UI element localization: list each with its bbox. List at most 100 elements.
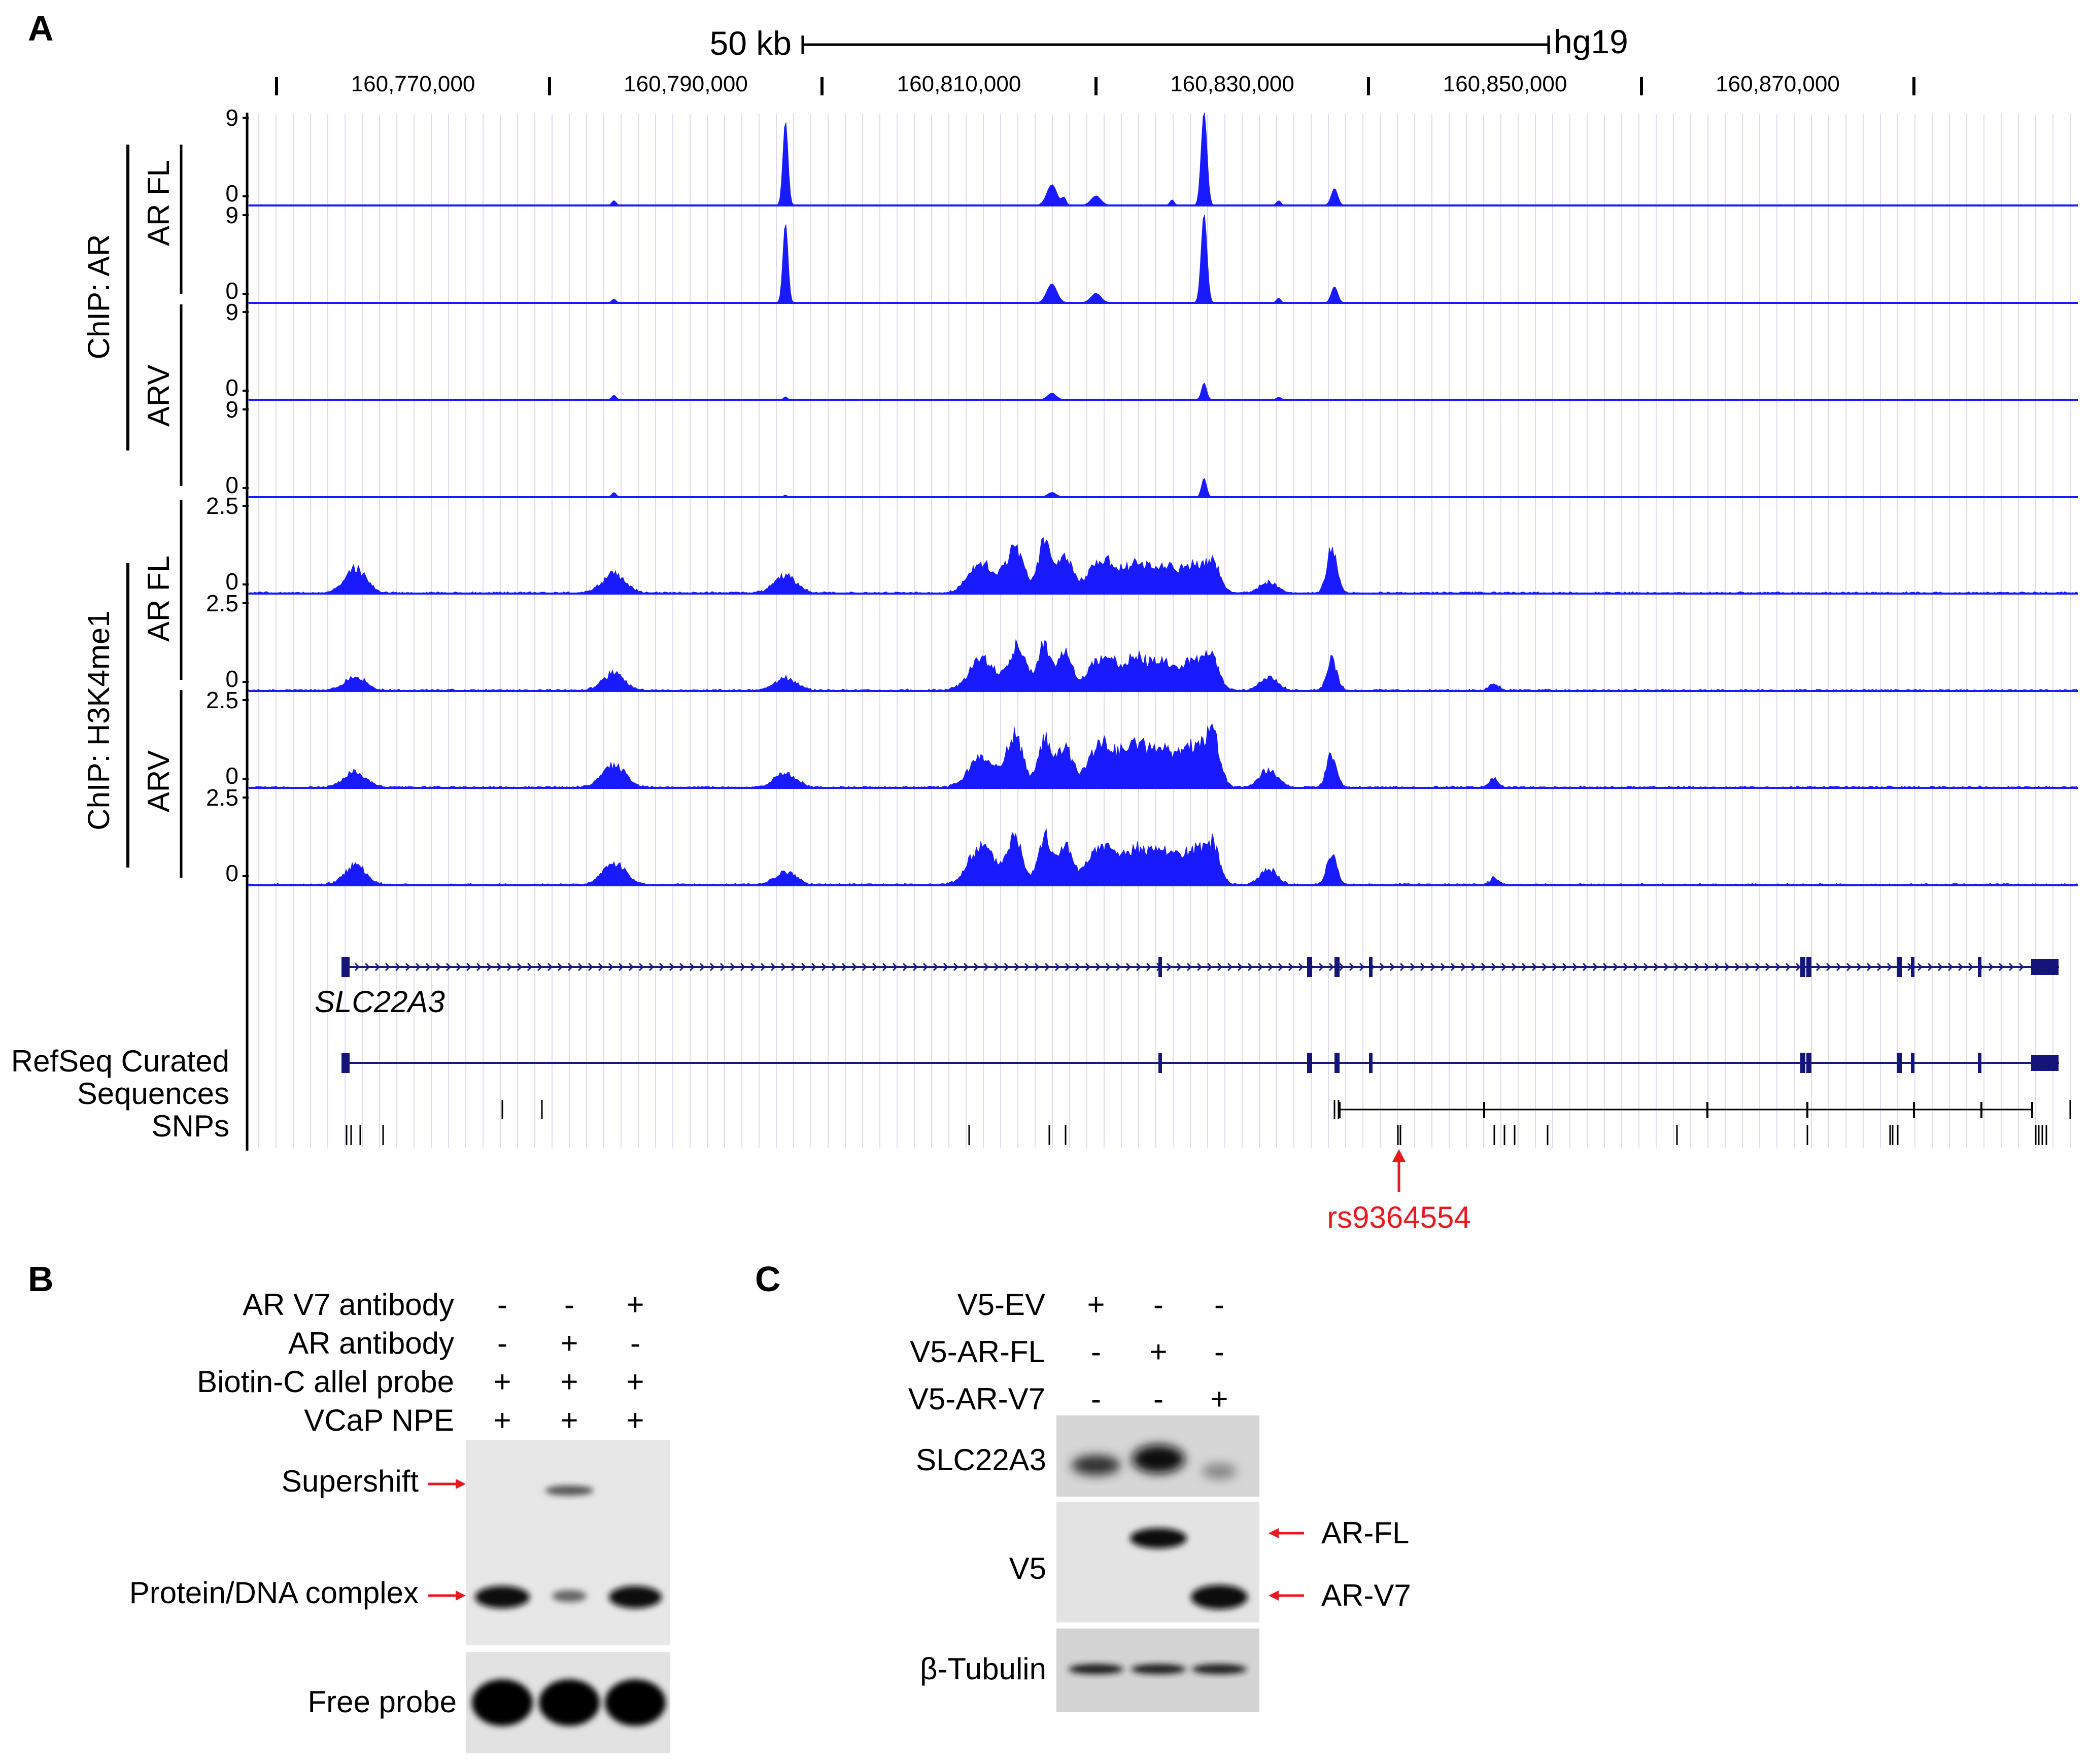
panel-b-label: B bbox=[28, 1259, 54, 1299]
c-sign-0-2: - bbox=[1214, 1288, 1224, 1322]
panel-a-label: A bbox=[28, 9, 54, 48]
y-min-label: 0 bbox=[225, 374, 238, 401]
b-sign-0-0: - bbox=[497, 1288, 507, 1322]
panel-c-label: C bbox=[755, 1259, 781, 1299]
c-sign-1-2: - bbox=[1214, 1335, 1224, 1369]
b-sign-1-1: + bbox=[560, 1326, 578, 1360]
track-group-labels: ChIP: AR AR FL ARV ChIP: H3K4me1 AR FL A… bbox=[82, 145, 183, 878]
snp-highlight-arrow bbox=[1392, 1149, 1406, 1192]
coordinate-ruler: 160,770,000 160,790,000 160,810,000 160,830… bbox=[275, 72, 1915, 96]
v5-ar-v7-band bbox=[1191, 1585, 1248, 1609]
b-sign-0-2: + bbox=[626, 1288, 644, 1322]
signal-track-4 bbox=[248, 478, 2078, 498]
c-sign-1-1: + bbox=[1149, 1335, 1167, 1369]
free-probe-lane1 bbox=[472, 1679, 533, 1726]
b-sign-3-1: + bbox=[560, 1403, 578, 1437]
complex-band-lane3 bbox=[609, 1586, 662, 1608]
ar-fl-label-1: AR FL bbox=[142, 160, 176, 246]
panel-a: A 50 kb hg19 160,770,000 160,790,000 160,8… bbox=[11, 9, 2078, 1234]
arrow-label-ar-fl: AR-FL bbox=[1321, 1516, 1409, 1550]
cond-v5-ev: V5-EV bbox=[957, 1288, 1045, 1322]
coordinate-label: 160,790,000 bbox=[624, 72, 748, 96]
complex-band-lane2 bbox=[552, 1590, 587, 1602]
b-sign-2-1: + bbox=[560, 1365, 578, 1399]
signal-track-8 bbox=[248, 828, 2078, 886]
signal-track-1 bbox=[248, 113, 2078, 206]
coordinate-label: 160,810,000 bbox=[897, 72, 1021, 96]
track-grid bbox=[258, 114, 2071, 1148]
cond-ar-antibody: AR antibody bbox=[288, 1326, 454, 1360]
complex-band-lane1 bbox=[475, 1586, 530, 1608]
y-min-label: 0 bbox=[225, 472, 238, 498]
tubulin-band-3 bbox=[1192, 1664, 1247, 1674]
y-min-label: 0 bbox=[225, 666, 238, 692]
y-max-label: 2.5 bbox=[206, 784, 238, 811]
c-sign-1-0: - bbox=[1091, 1335, 1101, 1369]
panel-c-arrows bbox=[1269, 1528, 1304, 1601]
emsa-gel-upper bbox=[466, 1440, 670, 1645]
gene-model-slc22a3 bbox=[341, 957, 2059, 977]
y-max-label: 9 bbox=[225, 105, 238, 131]
coordinate-label: 160,870,000 bbox=[1716, 72, 1840, 96]
free-probe-label: Free probe bbox=[308, 1685, 457, 1719]
panel-b: B AR V7 antibody AR antibody Biotin-C al… bbox=[28, 1259, 670, 1753]
y-min-label: 0 bbox=[225, 763, 238, 789]
signal-track-5 bbox=[248, 537, 2078, 594]
assembly-label: hg19 bbox=[1554, 23, 1628, 60]
v5-ar-fl-band bbox=[1130, 1528, 1187, 1548]
slc22a3-band-2 bbox=[1132, 1445, 1185, 1473]
arrow-label-ar-v7: AR-V7 bbox=[1321, 1578, 1411, 1612]
coordinate-label: 160,830,000 bbox=[1170, 72, 1294, 96]
tubulin-band-1 bbox=[1069, 1664, 1123, 1674]
panel-c: C V5-EV V5-AR-FL V5-AR-V7 + - - - + - - … bbox=[755, 1259, 1411, 1712]
tubulin-band-2 bbox=[1131, 1664, 1186, 1674]
slc22a3-band-3 bbox=[1202, 1463, 1237, 1479]
scale-bar bbox=[801, 36, 1550, 54]
supershift-label: Supershift bbox=[282, 1464, 419, 1498]
blot-label-tubulin: β-Tubulin bbox=[920, 1652, 1046, 1686]
cond-biotin-probe: Biotin-C allel probe bbox=[197, 1365, 454, 1399]
snps-label: SNPs bbox=[152, 1109, 229, 1143]
cond-v5-ar-fl: V5-AR-FL bbox=[910, 1335, 1045, 1369]
y-max-label: 9 bbox=[225, 202, 238, 228]
scale-label: 50 kb bbox=[710, 24, 792, 62]
cond-ar-v7-antibody: AR V7 antibody bbox=[243, 1288, 454, 1322]
y-max-label: 9 bbox=[225, 396, 238, 423]
chip-h3k4me1-label: ChIP: H3K4me1 bbox=[82, 610, 116, 831]
b-sign-3-2: + bbox=[626, 1403, 644, 1437]
b-sign-3-0: + bbox=[493, 1403, 511, 1437]
coordinate-label: 160,850,000 bbox=[1443, 72, 1567, 96]
b-sign-2-2: + bbox=[626, 1365, 644, 1399]
coordinate-label: 160,770,000 bbox=[351, 72, 475, 96]
c-sign-0-1: - bbox=[1153, 1288, 1163, 1322]
chip-ar-label: ChIP: AR bbox=[82, 234, 116, 360]
panel-b-lane-signs: - - + - + - + + + + + + bbox=[493, 1288, 644, 1437]
ar-fl-label-2: AR FL bbox=[142, 556, 176, 642]
b-sign-1-0: - bbox=[497, 1326, 507, 1360]
signal-track-6 bbox=[248, 639, 2078, 691]
free-probe-lane3 bbox=[605, 1679, 666, 1726]
y-max-label: 2.5 bbox=[206, 687, 238, 713]
y-min-label: 0 bbox=[225, 860, 238, 886]
snp-track bbox=[346, 1100, 2071, 1145]
blot-label-slc22a3: SLC22A3 bbox=[916, 1443, 1046, 1477]
c-sign-2-1: - bbox=[1153, 1382, 1163, 1416]
c-sign-0-0: + bbox=[1087, 1288, 1105, 1322]
y-min-label: 0 bbox=[225, 180, 238, 206]
b-sign-0-1: - bbox=[564, 1288, 574, 1322]
y-max-label: 9 bbox=[225, 299, 238, 325]
slc22a3-band-1 bbox=[1072, 1455, 1120, 1475]
y-min-label: 0 bbox=[225, 568, 238, 595]
panel-b-arrows bbox=[428, 1479, 466, 1601]
blot-label-v5: V5 bbox=[1009, 1551, 1046, 1585]
snp-highlight-label: rs9364554 bbox=[1327, 1200, 1471, 1234]
free-probe-lane2 bbox=[539, 1679, 600, 1726]
c-sign-2-2: + bbox=[1210, 1382, 1228, 1416]
cond-v5-ar-v7: V5-AR-V7 bbox=[908, 1382, 1045, 1416]
refseq-label-line2: Sequences bbox=[77, 1077, 229, 1111]
y-min-label: 0 bbox=[225, 278, 238, 304]
supershift-band bbox=[545, 1485, 594, 1496]
signal-track-3 bbox=[248, 383, 2078, 400]
c-sign-2-0: - bbox=[1091, 1382, 1101, 1416]
